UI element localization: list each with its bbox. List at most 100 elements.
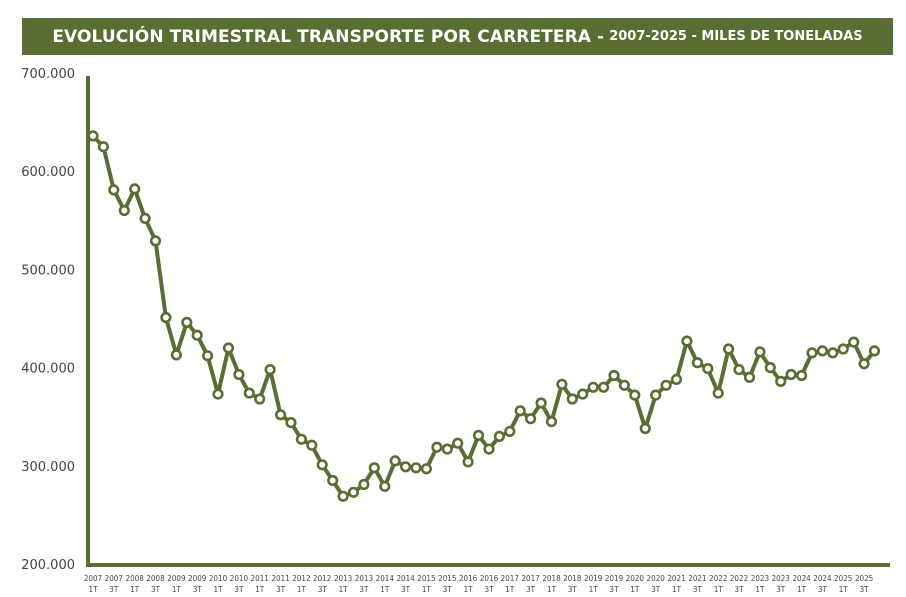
x-tick-quarter: 1T [839, 585, 849, 594]
data-point [868, 345, 881, 357]
x-tick-year: 2018 [563, 574, 582, 583]
data-point [785, 368, 797, 381]
data-point [400, 461, 412, 473]
data-point [139, 212, 151, 224]
data-point [597, 381, 610, 393]
data-point [306, 439, 318, 451]
data-point [556, 378, 568, 390]
x-tick-quarter: 1T [339, 585, 349, 594]
data-point [337, 490, 349, 502]
data-point [212, 388, 224, 400]
x-tick-year: 2021 [688, 574, 706, 583]
x-tick-quarter: 3T [776, 585, 786, 594]
x-tick-year: 2019 [584, 574, 603, 583]
data-point [149, 235, 162, 247]
x-tick-quarter: 1T [297, 585, 307, 594]
data-point [108, 184, 120, 196]
data-point [129, 183, 141, 195]
x-tick-quarter: 1T [714, 585, 724, 594]
x-tick-year: 2011 [271, 574, 289, 583]
data-point [254, 393, 266, 405]
data-point [97, 141, 109, 153]
data-point [722, 343, 735, 355]
x-tick-year: 2008 [146, 574, 165, 583]
x-tick-year: 2007 [105, 574, 123, 583]
x-tick-year: 2010 [209, 574, 228, 583]
x-tick-year: 2008 [126, 574, 145, 583]
data-point [118, 204, 130, 217]
x-tick-quarter: 1T [755, 585, 765, 594]
x-tick-year: 2013 [334, 574, 352, 583]
x-tick-quarter: 1T [797, 585, 807, 594]
x-tick-year: 2014 [376, 574, 395, 583]
x-tick-year: 2007 [84, 574, 102, 583]
data-point [816, 345, 829, 357]
data-point [243, 387, 255, 399]
x-tick-quarter: 1T [589, 585, 599, 594]
data-point [202, 350, 214, 362]
x-tick-year: 2019 [605, 574, 624, 583]
data-point [285, 417, 297, 429]
x-tick-quarter: 3T [401, 585, 411, 594]
data-point [368, 462, 380, 474]
data-point [577, 388, 589, 400]
x-tick-quarter: 1T [255, 585, 265, 594]
data-point [233, 368, 245, 381]
x-tick-quarter: 3T [651, 585, 661, 594]
x-tick-year: 2016 [459, 574, 478, 583]
data-point [629, 389, 641, 401]
data-point [618, 379, 631, 391]
data-point [170, 349, 182, 361]
chart-subtitle: 2007-2025 - MILES DE TONELADAS [609, 29, 863, 44]
data-point [775, 375, 787, 388]
data-point [472, 429, 485, 442]
y-tick-label: 500.000 [21, 263, 75, 278]
data-point [764, 362, 776, 374]
x-axis-tick-labels: 2007 1T 2007 3T 2008 1T 2008 3T 2009 1T 2009 3T 2010… [84, 574, 873, 594]
x-tick-quarter: 3T [359, 585, 369, 594]
x-tick-quarter: 1T [464, 585, 474, 594]
x-tick-year: 2009 [188, 574, 207, 583]
x-tick-quarter: 3T [693, 585, 703, 594]
x-tick-year: 2009 [167, 574, 186, 583]
chart-title-bar: EVOLUCIÓN TRIMESTRAL TRANSPORTE POR CARR… [22, 18, 893, 55]
x-tick-year: 2020 [626, 574, 645, 583]
data-point [316, 459, 328, 471]
x-tick-quarter: 3T [276, 585, 286, 594]
data-point [462, 456, 474, 468]
data-point [670, 373, 683, 386]
data-point [566, 393, 578, 405]
y-axis-tick-labels: 200.000 300.000 400.000 500.000 600.000 700.0… [21, 67, 75, 573]
x-tick-quarter: 1T [172, 585, 182, 594]
chart-title: EVOLUCIÓN TRIMESTRAL TRANSPORTE POR CARR… [52, 26, 605, 47]
data-point [410, 462, 422, 474]
data-point [587, 381, 599, 393]
data-point [848, 336, 860, 348]
data-point [733, 364, 745, 376]
data-point [431, 441, 443, 453]
x-tick-year: 2017 [521, 574, 539, 583]
data-point [660, 379, 672, 391]
x-tick-year: 2012 [313, 574, 331, 583]
x-tick-quarter: 3T [234, 585, 244, 594]
data-point [389, 455, 401, 467]
data-point [712, 387, 724, 399]
data-point [420, 463, 433, 475]
x-tick-quarter: 3T [860, 585, 870, 594]
data-point [181, 316, 193, 329]
data-point [160, 311, 172, 324]
x-tick-quarter: 1T [630, 585, 640, 594]
x-tick-year: 2023 [751, 574, 769, 583]
x-tick-year: 2012 [292, 574, 310, 583]
y-tick-label: 300.000 [21, 460, 75, 475]
data-point [754, 346, 766, 358]
x-tick-year: 2024 [792, 574, 811, 583]
x-tick-year: 2025 [855, 574, 873, 583]
data-point [827, 347, 839, 359]
x-tick-quarter: 1T [89, 585, 99, 594]
data-point [743, 371, 756, 384]
y-tick-label: 400.000 [21, 362, 75, 377]
data-point [191, 329, 203, 341]
data-point [806, 347, 818, 359]
